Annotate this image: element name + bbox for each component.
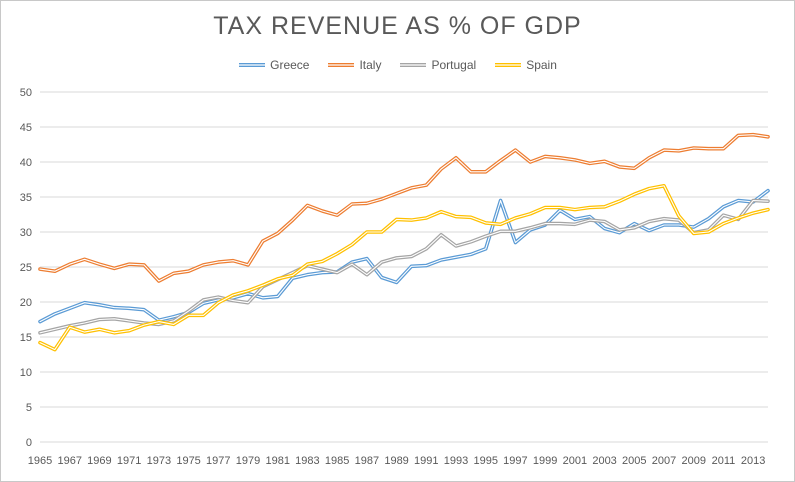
x-tick-label-1993: 1993 [444,455,468,467]
x-tick-label-1973: 1973 [147,455,171,467]
y-tick-label-20: 20 [20,297,32,309]
legend-entry-greece: Greece [238,58,309,72]
y-tick-label-35: 35 [20,192,32,204]
y-tick-label-30: 30 [20,227,32,239]
series-line-italy [38,132,770,283]
legend-swatch-greece [238,61,266,69]
x-tick-label-2003: 2003 [592,455,616,467]
chart-title: TAX REVENUE AS % OF GDP [213,12,582,40]
x-tick-label-1987: 1987 [355,455,379,467]
legend-label-greece: Greece [270,58,310,72]
series-line-inner-spain [39,185,769,351]
y-tick-label-50: 50 [20,87,32,99]
legend-entry-italy: Italy [327,58,381,72]
x-tick-label-1975: 1975 [176,455,200,467]
y-tick-label-40: 40 [20,157,32,169]
x-tick-label-1983: 1983 [295,455,319,467]
legend-entry-spain: Spain [494,58,557,72]
x-tick-label-2011: 2011 [712,455,736,467]
legend: Greece Italy Portugal Spain [0,58,795,72]
series-line-inner-italy [39,134,769,282]
x-tick-label-1981: 1981 [265,455,289,467]
legend-label-portugal: Portugal [431,58,477,72]
x-tick-label-1969: 1969 [87,455,111,467]
x-tick-label-2009: 2009 [681,455,705,467]
x-tick-label-2013: 2013 [741,455,765,467]
x-tick-label-1985: 1985 [325,455,349,467]
x-tick-label-1989: 1989 [384,455,408,467]
y-tick-label-45: 45 [20,122,32,134]
x-tick-label-2001: 2001 [563,455,587,467]
legend-swatch-italy [327,61,355,69]
x-tick-label-1995: 1995 [473,455,497,467]
legend-label-spain: Spain [526,58,557,72]
legend-swatch-spain [494,61,522,69]
y-tick-label-5: 5 [26,402,32,414]
y-tick-label-10: 10 [20,367,32,379]
x-tick-label-1999: 1999 [533,455,557,467]
x-tick-label-2007: 2007 [652,455,676,467]
x-tick-label-1979: 1979 [236,455,260,467]
x-tick-label-1967: 1967 [57,455,81,467]
x-tick-label-1997: 1997 [503,455,527,467]
legend-swatch-portugal [399,61,427,69]
x-tick-label-1965: 1965 [28,455,52,467]
x-tick-label-2005: 2005 [622,455,646,467]
y-tick-label-15: 15 [20,332,32,344]
y-tick-label-0: 0 [26,437,32,449]
series-line-inner-greece [39,190,769,323]
x-tick-label-1977: 1977 [206,455,230,467]
y-tick-label-25: 25 [20,262,32,274]
series-line-spain [38,184,770,352]
x-tick-label-1991: 1991 [414,455,438,467]
legend-label-italy: Italy [359,58,382,72]
legend-entry-portugal: Portugal [399,58,476,72]
x-tick-label-1971: 1971 [117,455,141,467]
